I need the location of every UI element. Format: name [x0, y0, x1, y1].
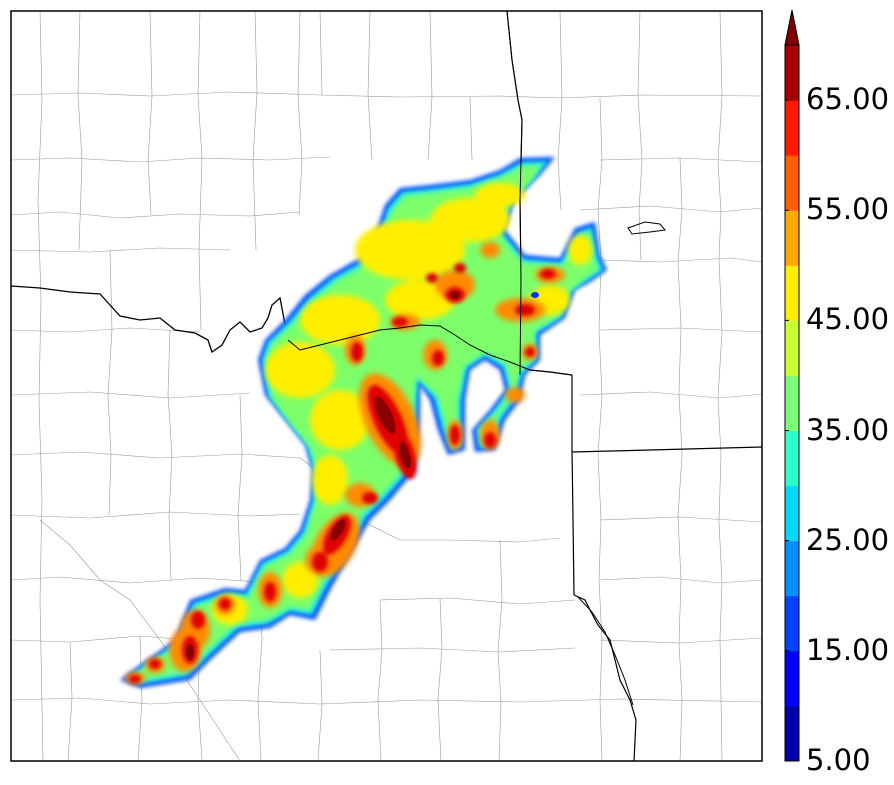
map-layers [11, 11, 762, 761]
colorbar-segment [785, 650, 799, 707]
colorbar-tick-label: 5.00 [806, 743, 871, 777]
colorbar-tick-label: 65.00 [806, 82, 890, 117]
colorbar-segment [785, 705, 799, 762]
colorbar-segment [785, 485, 799, 542]
colorbar-segment [785, 430, 799, 487]
colorbar-tick-label: 45.00 [806, 302, 890, 337]
map-border [10, 10, 763, 762]
colorbar-tick-label: 25.00 [806, 522, 890, 557]
colorbar [784, 9, 800, 762]
colorbar-segment [785, 265, 799, 321]
triangle-up-icon [784, 9, 800, 46]
colorbar-segment [785, 45, 799, 101]
county-boundaries [11, 11, 762, 761]
colorbar-tick-label: 15.00 [806, 632, 890, 667]
colorbar-segment [785, 540, 799, 597]
colorbar-segment [785, 375, 799, 432]
reflectivity-field [120, 157, 607, 688]
colorbar-segment [785, 210, 799, 266]
colorbar-segment [785, 320, 799, 376]
colorbar-segment [785, 595, 799, 652]
colorbar-tick-label: 55.00 [806, 192, 890, 227]
colorbar-segment [785, 100, 799, 156]
colorbar-segment [785, 155, 799, 211]
colorbar-border [784, 44, 800, 762]
colorbar-tick-label: 35.00 [806, 412, 890, 447]
